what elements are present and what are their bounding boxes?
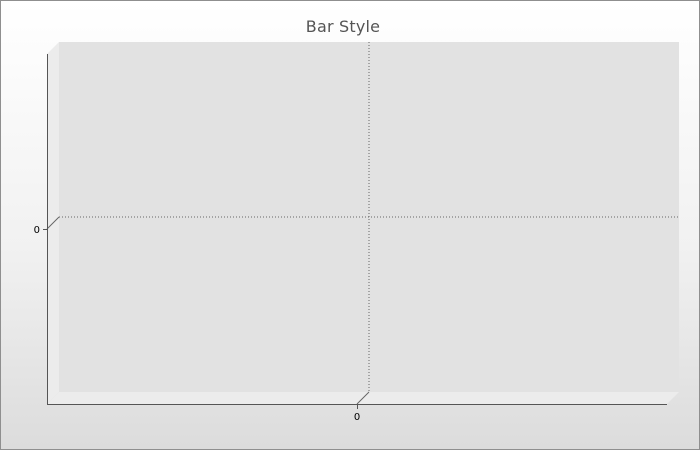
gridline-vertical-depth — [356, 391, 370, 405]
gridline-horizontal-depth — [46, 216, 60, 230]
y-tick-label: 0 — [34, 225, 40, 236]
x-tick-label: 0 — [354, 412, 360, 423]
chart-title: Bar Style — [305, 17, 381, 36]
